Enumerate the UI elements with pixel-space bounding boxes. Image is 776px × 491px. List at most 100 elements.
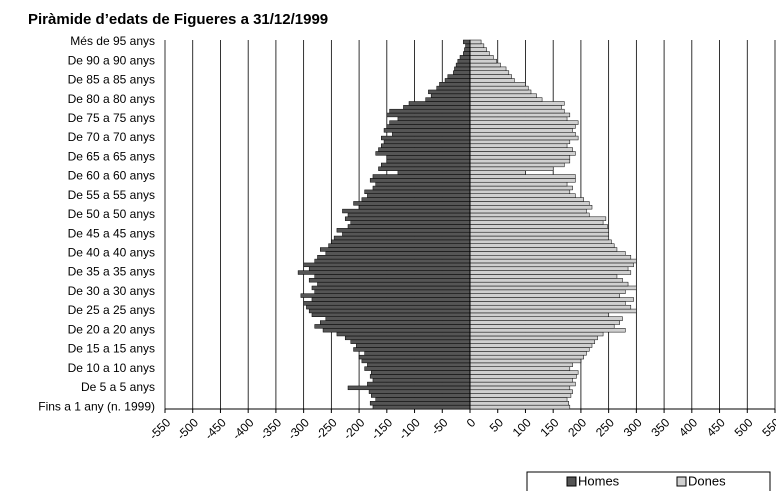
bar bbox=[469, 358, 582, 364]
bar bbox=[372, 378, 471, 383]
bar bbox=[361, 358, 471, 364]
bar bbox=[436, 85, 471, 91]
bar bbox=[469, 97, 543, 102]
bar bbox=[469, 55, 494, 60]
bar bbox=[308, 278, 471, 283]
bar bbox=[306, 304, 471, 310]
bar bbox=[469, 174, 576, 179]
x-tick-label: -350 bbox=[257, 415, 284, 442]
bar bbox=[469, 231, 609, 237]
y-tick-label: De 85 a 85 anys bbox=[68, 73, 155, 87]
bar bbox=[386, 155, 471, 160]
bar bbox=[469, 297, 634, 302]
bar bbox=[386, 124, 471, 129]
bar bbox=[325, 251, 471, 256]
bar bbox=[350, 339, 471, 344]
bar bbox=[469, 393, 572, 398]
legend-label: Dones bbox=[688, 473, 726, 488]
bar bbox=[469, 151, 576, 156]
x-tick-label: 250 bbox=[593, 415, 617, 439]
bar bbox=[444, 78, 471, 83]
bar bbox=[469, 308, 637, 314]
y-tick-label: De 55 a 55 anys bbox=[68, 188, 155, 202]
bar bbox=[386, 158, 471, 164]
y-tick-label: De 65 a 65 anys bbox=[68, 149, 155, 163]
y-tick-label: De 45 a 45 anys bbox=[68, 226, 155, 240]
bar bbox=[381, 135, 471, 141]
bar bbox=[297, 270, 471, 275]
bar bbox=[469, 208, 587, 214]
bar bbox=[469, 39, 482, 45]
bar bbox=[469, 320, 620, 325]
bar bbox=[469, 108, 565, 114]
bar bbox=[469, 235, 609, 241]
bar bbox=[347, 224, 471, 229]
bar bbox=[469, 339, 596, 344]
bar bbox=[464, 47, 471, 52]
bar bbox=[469, 158, 571, 164]
bar bbox=[317, 281, 471, 287]
bar bbox=[364, 351, 471, 356]
bar bbox=[333, 235, 471, 241]
bar bbox=[439, 82, 471, 87]
bar bbox=[303, 262, 471, 268]
bar bbox=[314, 274, 471, 279]
y-tick-label: De 30 a 30 anys bbox=[68, 284, 155, 298]
bar bbox=[469, 331, 604, 337]
y-tick-label: De 50 a 50 anys bbox=[68, 207, 155, 221]
bar bbox=[403, 105, 471, 110]
bar bbox=[364, 189, 471, 194]
bar bbox=[469, 101, 565, 106]
bar bbox=[469, 247, 618, 252]
bar bbox=[469, 112, 571, 118]
bar bbox=[469, 335, 598, 341]
x-tick-label: -400 bbox=[230, 415, 257, 442]
x-tick-label: -100 bbox=[396, 415, 423, 442]
bar bbox=[311, 297, 471, 302]
x-tick-label: -50 bbox=[428, 415, 450, 437]
y-tick-label: De 40 a 40 anys bbox=[68, 246, 155, 260]
x-tick-label: -550 bbox=[146, 415, 173, 442]
bar bbox=[469, 162, 565, 168]
bar bbox=[469, 374, 577, 379]
bar bbox=[469, 70, 510, 75]
x-tick-label: -300 bbox=[285, 415, 312, 442]
bar bbox=[408, 101, 471, 106]
bar bbox=[469, 47, 487, 52]
x-tick-label: 200 bbox=[565, 415, 589, 439]
bar bbox=[356, 343, 471, 348]
x-tick-label: -250 bbox=[313, 415, 340, 442]
bar bbox=[311, 312, 471, 317]
bar bbox=[469, 347, 590, 352]
bar bbox=[469, 105, 562, 110]
bar bbox=[317, 255, 471, 260]
y-tick-label: De 25 a 25 anys bbox=[68, 303, 155, 317]
x-tick-label: 150 bbox=[537, 415, 561, 439]
bar bbox=[358, 354, 471, 360]
y-tick-label: De 15 a 15 anys bbox=[68, 342, 155, 356]
bar bbox=[469, 328, 626, 333]
bar bbox=[469, 143, 568, 148]
bar bbox=[469, 82, 526, 87]
bar bbox=[367, 193, 471, 198]
bar bbox=[469, 255, 632, 260]
bar bbox=[469, 251, 626, 256]
bar bbox=[469, 178, 576, 183]
bar bbox=[367, 362, 471, 367]
legend-label: Homes bbox=[578, 473, 620, 488]
bar bbox=[314, 324, 471, 329]
bar bbox=[469, 89, 532, 95]
bar bbox=[378, 166, 471, 171]
bar bbox=[397, 116, 471, 121]
bar bbox=[331, 239, 471, 244]
x-tick-label: 100 bbox=[510, 415, 534, 439]
bar bbox=[336, 331, 471, 337]
bar bbox=[469, 189, 571, 194]
bar bbox=[428, 89, 471, 95]
bar bbox=[463, 39, 471, 45]
bar bbox=[469, 201, 590, 206]
x-tick-label: 550 bbox=[759, 415, 776, 439]
bar bbox=[375, 151, 471, 156]
bar bbox=[469, 220, 604, 225]
x-tick-label: 500 bbox=[732, 415, 756, 439]
